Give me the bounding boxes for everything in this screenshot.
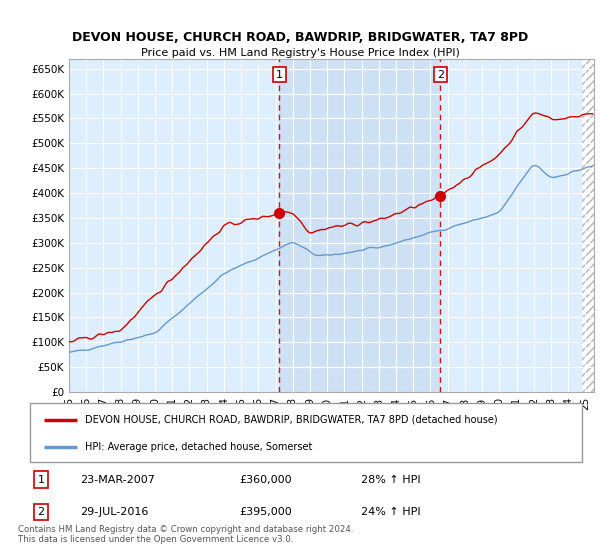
- Text: 2: 2: [37, 507, 44, 517]
- Text: 1: 1: [38, 474, 44, 484]
- Text: 1: 1: [276, 69, 283, 80]
- Text: £395,000: £395,000: [240, 507, 293, 517]
- Text: DEVON HOUSE, CHURCH ROAD, BAWDRIP, BRIDGWATER, TA7 8PD (detached house): DEVON HOUSE, CHURCH ROAD, BAWDRIP, BRIDG…: [85, 414, 498, 424]
- Text: 23-MAR-2007: 23-MAR-2007: [80, 474, 155, 484]
- FancyBboxPatch shape: [30, 403, 582, 462]
- Bar: [280, 59, 440, 392]
- Text: £360,000: £360,000: [240, 474, 292, 484]
- Text: HPI: Average price, detached house, Somerset: HPI: Average price, detached house, Some…: [85, 442, 313, 452]
- Text: 24% ↑ HPI: 24% ↑ HPI: [361, 507, 421, 517]
- Text: 2: 2: [437, 69, 444, 80]
- Text: Price paid vs. HM Land Registry's House Price Index (HPI): Price paid vs. HM Land Registry's House …: [140, 48, 460, 58]
- Text: DEVON HOUSE, CHURCH ROAD, BAWDRIP, BRIDGWATER, TA7 8PD: DEVON HOUSE, CHURCH ROAD, BAWDRIP, BRIDG…: [72, 31, 528, 44]
- Text: 28% ↑ HPI: 28% ↑ HPI: [361, 474, 421, 484]
- Bar: [583, 59, 594, 392]
- Text: 29-JUL-2016: 29-JUL-2016: [80, 507, 148, 517]
- Bar: [583, 59, 594, 392]
- Text: Contains HM Land Registry data © Crown copyright and database right 2024.
This d: Contains HM Land Registry data © Crown c…: [18, 525, 353, 544]
